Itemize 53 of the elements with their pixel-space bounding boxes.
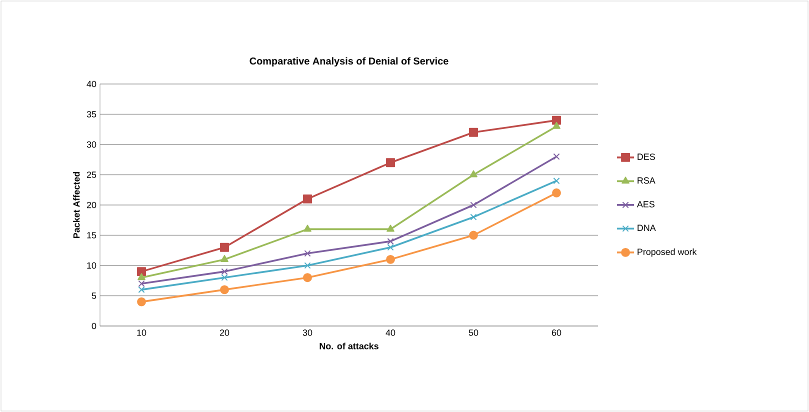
point xyxy=(304,262,311,269)
y-tick-label: 20 xyxy=(86,202,96,208)
point xyxy=(304,224,312,232)
point xyxy=(552,188,561,198)
point xyxy=(553,177,560,184)
point xyxy=(386,158,395,168)
x-tick-label: 30 xyxy=(302,330,312,336)
point xyxy=(221,268,228,275)
point xyxy=(137,267,146,276)
point xyxy=(469,128,478,137)
y-tick-label: 10 xyxy=(87,262,96,269)
y-tick-label: 5 xyxy=(92,292,96,299)
point xyxy=(220,242,229,252)
point xyxy=(138,280,145,287)
point xyxy=(138,273,146,280)
chart-title: Comparative Analysis of Denial of Service xyxy=(250,57,448,66)
point xyxy=(470,214,477,220)
y-tick-label: 25 xyxy=(86,172,96,178)
x-tick-label: 50 xyxy=(468,330,478,336)
y-tick-label: 0 xyxy=(92,322,96,330)
legend-label: RSA xyxy=(638,177,656,184)
legend-label: DNA xyxy=(638,224,656,231)
point xyxy=(221,274,228,281)
x-tick-label: 40 xyxy=(386,330,396,336)
point xyxy=(303,194,312,204)
point xyxy=(387,238,394,245)
point xyxy=(552,116,561,125)
y-tick-label: 15 xyxy=(87,232,96,238)
point xyxy=(138,286,145,294)
point xyxy=(137,297,146,306)
point xyxy=(304,250,311,257)
y-tick-label: 30 xyxy=(86,141,96,148)
point xyxy=(386,254,395,264)
point xyxy=(303,273,312,282)
x-tick-label: 20 xyxy=(220,330,230,336)
point xyxy=(470,202,477,208)
x-tick-label: 60 xyxy=(552,330,562,336)
legend-label: DES xyxy=(638,154,655,160)
legend-label: AES xyxy=(636,201,654,208)
point xyxy=(470,170,478,178)
point xyxy=(387,244,394,251)
point xyxy=(220,285,229,294)
y-tick-label: 35 xyxy=(86,111,96,118)
x-axis-title: No. of attacks xyxy=(320,342,378,350)
y-axis-title: Packet Affected xyxy=(73,172,80,238)
x-tick-label: 10 xyxy=(137,330,146,336)
y-tick-label: 40 xyxy=(86,80,96,88)
point xyxy=(386,224,394,232)
point xyxy=(469,230,478,240)
point xyxy=(552,122,560,129)
legend-label: Proposed work xyxy=(638,248,697,257)
point xyxy=(553,153,560,160)
point xyxy=(220,254,228,262)
